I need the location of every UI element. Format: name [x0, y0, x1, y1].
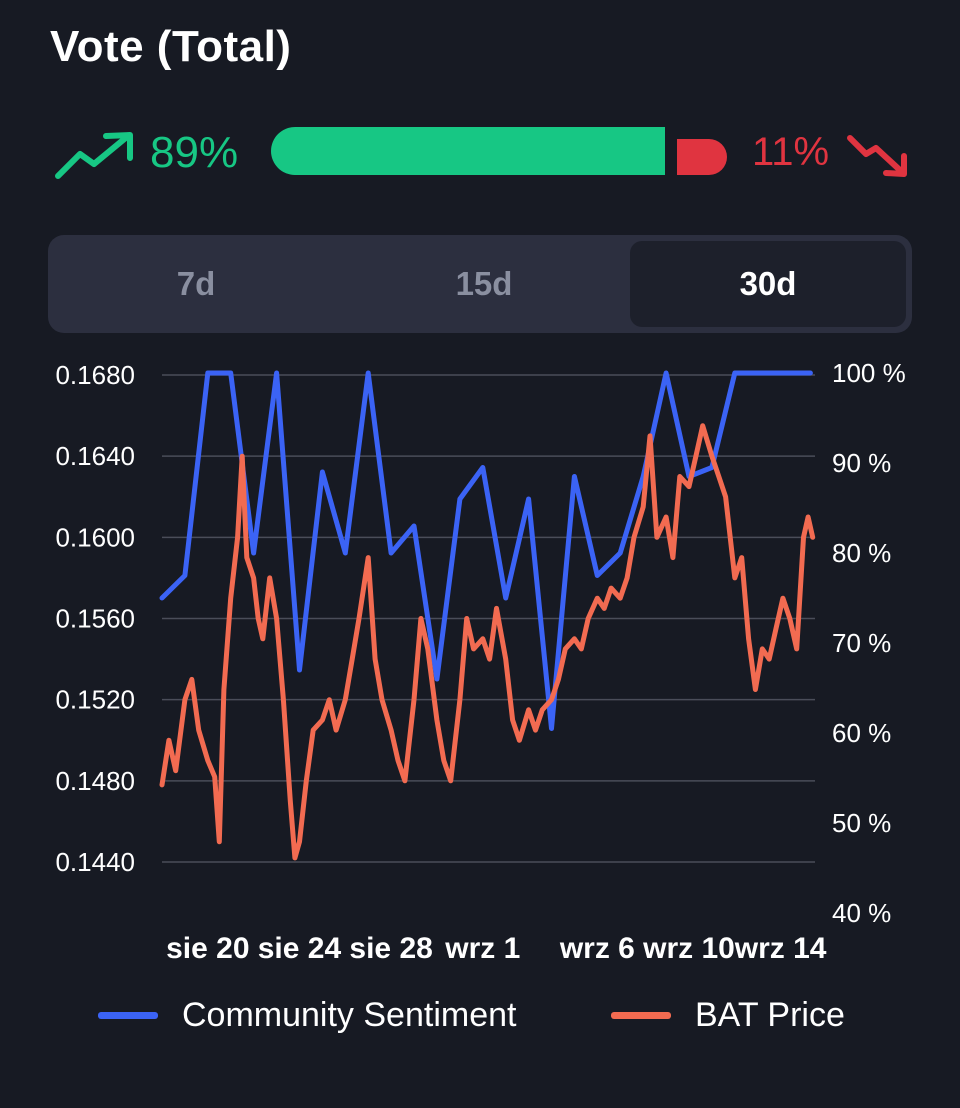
x-axis-tick: wrz 14 — [734, 932, 827, 965]
legend-swatch — [98, 1011, 158, 1019]
left-axis-tick: 0.1680 — [55, 360, 135, 390]
right-axis-tick: 90 % — [832, 448, 891, 478]
page-title: Vote (Total) — [50, 22, 292, 71]
left-axis-tick: 0.1600 — [55, 522, 135, 552]
tab-15d[interactable]: 15d — [455, 265, 513, 302]
x-axis-tick: wrz 10 — [642, 932, 735, 965]
x-axis-tick: sie 24 — [258, 932, 342, 965]
legend-label: BAT Price — [695, 995, 845, 1034]
left-axis-tick: 0.1520 — [55, 685, 135, 715]
time-range-selector: 7d 15d 30d — [48, 235, 912, 333]
left-axis-tick: 0.1480 — [55, 766, 135, 796]
right-axis-tick: 60 % — [832, 718, 891, 748]
legend-item-community-sentiment: Community Sentiment — [98, 990, 516, 1040]
sentiment-price-chart: 0.1680 0.1640 0.1600 0.1560 0.1520 0.1480 0.14… — [55, 358, 906, 965]
left-axis-tick: 0.1640 — [55, 441, 135, 471]
tab-7d[interactable]: 7d — [176, 265, 216, 302]
bearish-bar — [677, 139, 727, 175]
legend-item-bat-price: BAT Price — [611, 990, 845, 1040]
right-axis-tick: 100 % — [832, 358, 906, 388]
x-axis-tick: wrz 1 — [444, 932, 520, 965]
legend-label: Community Sentiment — [182, 995, 517, 1034]
right-axis-tick: 70 % — [832, 628, 891, 658]
right-axis-tick: 80 % — [832, 538, 891, 568]
x-axis-tick: sie 20 — [166, 932, 249, 965]
left-axis-tick: 0.1560 — [55, 604, 135, 634]
bullish-percentage: 89% — [150, 128, 239, 177]
right-axis-tick: 50 % — [832, 808, 891, 838]
x-axis-tick: sie 28 — [349, 932, 432, 965]
tab-30d[interactable]: 30d — [630, 241, 906, 327]
bearish-percentage: 11% — [752, 130, 830, 174]
trend-up-icon — [55, 132, 133, 179]
left-axis-tick: 0.1440 — [55, 847, 135, 877]
x-axis-tick: wrz 6 — [559, 932, 635, 965]
community-sentiment-line — [159, 370, 813, 731]
chart-legend: Community Sentiment BAT Price — [0, 990, 960, 1040]
bat-price-line — [159, 423, 816, 861]
vote-summary: 89% 11% — [0, 118, 960, 188]
right-axis-tick: 40 % — [832, 898, 891, 928]
trend-down-icon — [847, 135, 907, 177]
legend-swatch — [611, 1011, 671, 1019]
bullish-bar — [271, 127, 665, 175]
